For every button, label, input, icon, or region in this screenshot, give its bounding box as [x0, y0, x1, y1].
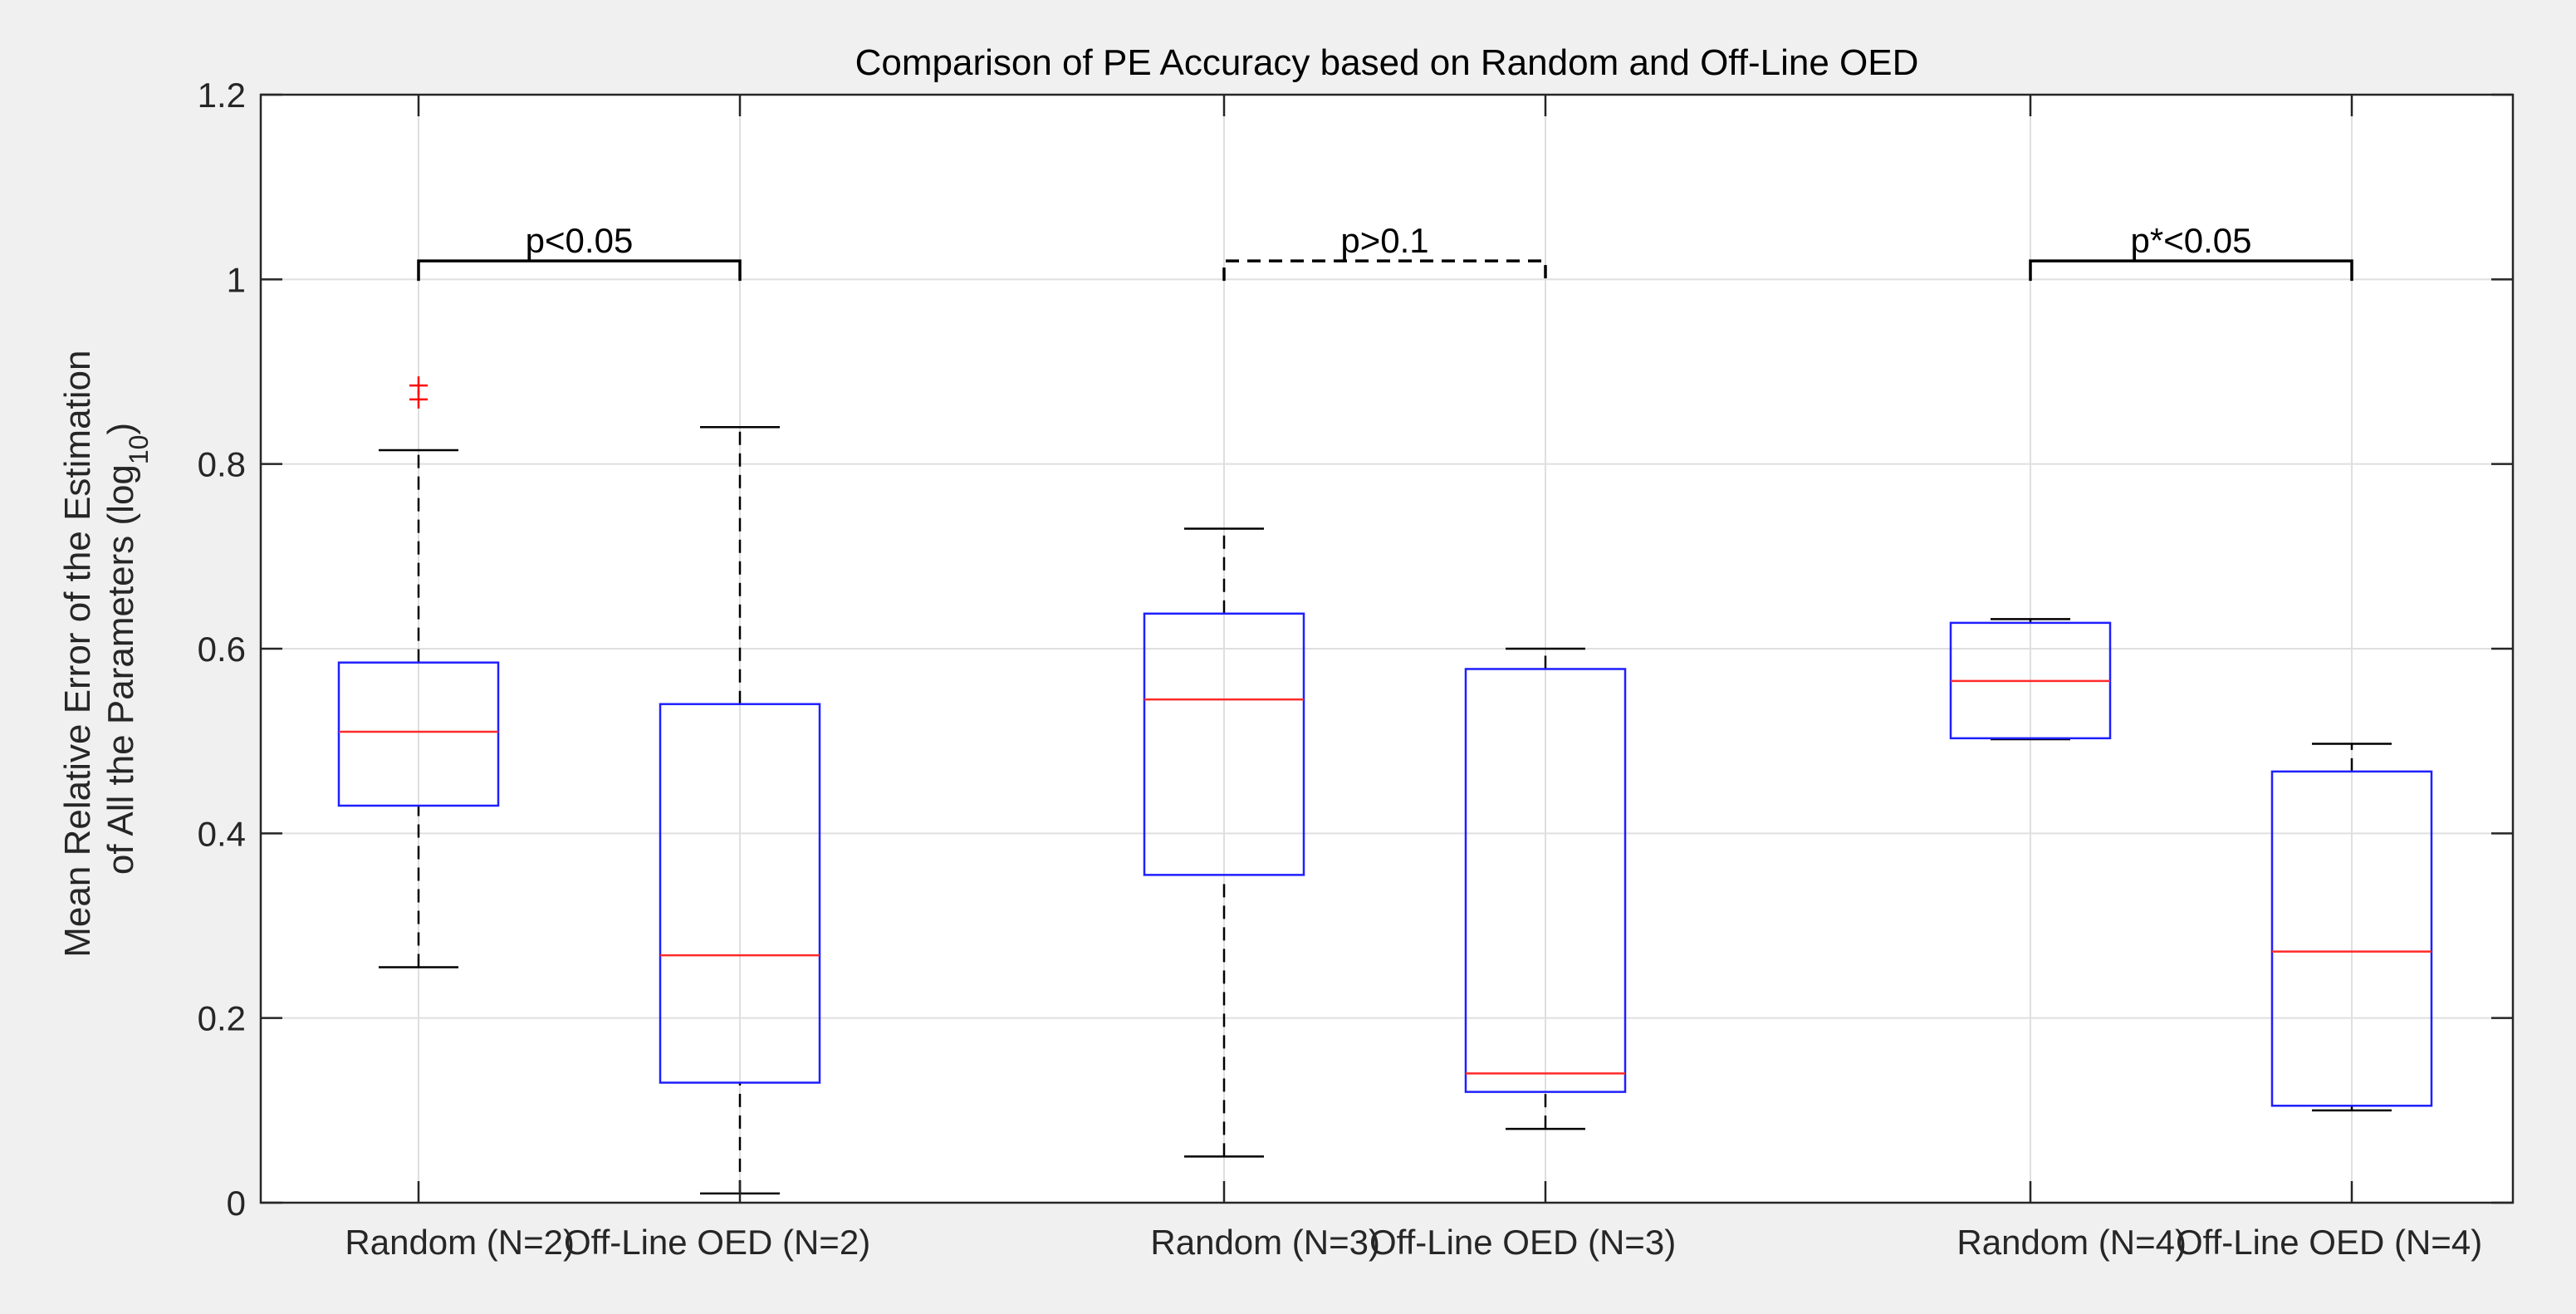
y-axis-label-line1: Mean Relative Error of the Estimation — [57, 351, 98, 958]
significance-bracket: p*<0.05 — [2029, 221, 2353, 282]
y-tick-label: 0.2 — [198, 999, 246, 1038]
x-tick-label: Random (N=2) — [345, 1223, 575, 1262]
significance-bracket: p<0.05 — [417, 221, 742, 282]
y-tick-label: 0.6 — [198, 630, 246, 669]
bracket-line — [1222, 259, 1547, 282]
x-tick-label: Random (N=4) — [1956, 1223, 2187, 1262]
y-axis-label: Mean Relative Error of the Estimation of… — [57, 340, 154, 957]
bracket-line — [2029, 259, 2353, 282]
significance-bracket: p>0.1 — [1222, 221, 1547, 282]
iqr-box — [1143, 612, 1305, 876]
iqr-box — [659, 703, 821, 1084]
x-tick-label: Off-Line OED (N=3) — [1369, 1223, 1676, 1262]
y-tick-label: 1.2 — [198, 76, 246, 115]
chart-title: Comparison of PE Accuracy based on Rando… — [855, 42, 1919, 83]
boxplot-group — [659, 425, 821, 1195]
boxplot-group — [1143, 527, 1305, 1158]
x-tick-label: Off-Line OED (N=4) — [2176, 1223, 2482, 1262]
boxplot-group — [1464, 647, 1627, 1130]
significance-label: p<0.05 — [526, 221, 634, 260]
y-tick-label: 0.8 — [198, 445, 246, 484]
iqr-box — [1464, 668, 1627, 1093]
bracket-line — [417, 259, 742, 282]
y-tick-label: 0 — [227, 1184, 246, 1223]
iqr-box — [2270, 770, 2433, 1107]
x-tick-label: Off-Line OED (N=2) — [564, 1223, 870, 1262]
box-layer — [337, 376, 2433, 1195]
significance-label: p>0.1 — [1340, 221, 1428, 260]
significance-label: p*<0.05 — [2131, 221, 2252, 260]
outlier-marker — [409, 376, 428, 395]
significance-layer: p<0.05 p>0.1 p*<0.05 — [417, 221, 2353, 282]
y-tick-label: 0.4 — [198, 814, 246, 853]
boxplot-group — [2270, 743, 2433, 1112]
y-tick-label: 1 — [227, 260, 246, 299]
x-tick-label: Random (N=3) — [1150, 1223, 1380, 1262]
boxplot-group — [337, 376, 500, 968]
iqr-box — [337, 661, 500, 807]
y-axis-label-line2: of All the Parameters (log10) — [100, 423, 154, 875]
boxplot-group — [1949, 618, 2112, 741]
